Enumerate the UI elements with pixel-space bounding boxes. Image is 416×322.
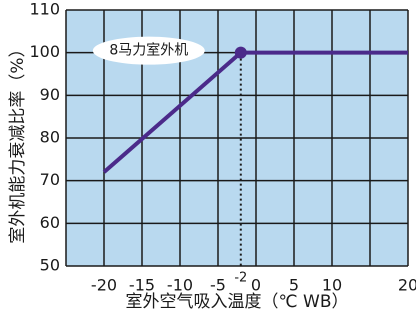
x-tick-label: -20	[91, 276, 117, 295]
x-axis-title: 室外空气吸入温度（℃ WB）	[126, 292, 349, 312]
y-tick-label: 100	[29, 42, 60, 61]
y-tick-label: 50	[40, 256, 60, 275]
y-tick-label: 60	[40, 213, 60, 232]
x-tick-label: -2	[234, 271, 247, 286]
y-tick-labels: 50 60 70 80 90 100 110	[29, 0, 60, 275]
annotation-bubble	[92, 36, 205, 65]
annotation-label: 8马力室外机	[109, 42, 188, 59]
y-tick-label: 80	[40, 128, 60, 147]
x-tick-label: 0	[251, 276, 261, 295]
x-tick-label: 10	[322, 276, 342, 295]
data-marker	[234, 46, 247, 59]
x-tick-label: -10	[167, 276, 193, 295]
y-tick-label: 110	[29, 0, 60, 19]
x-tick-label: 5	[289, 276, 299, 295]
y-tick-label: 90	[40, 85, 60, 104]
x-tick-labels: -20 -15 -10 -5 -2 0 5 10 20	[91, 271, 416, 295]
x-tick-label: 20	[398, 276, 416, 295]
y-axis-title: 室外机能力衰减比率（%）	[8, 40, 28, 243]
annotation: 8马力室外机	[92, 36, 205, 65]
x-tick-label: -5	[210, 276, 226, 295]
x-tick-label: -15	[129, 276, 155, 295]
y-tick-label: 70	[40, 170, 60, 189]
